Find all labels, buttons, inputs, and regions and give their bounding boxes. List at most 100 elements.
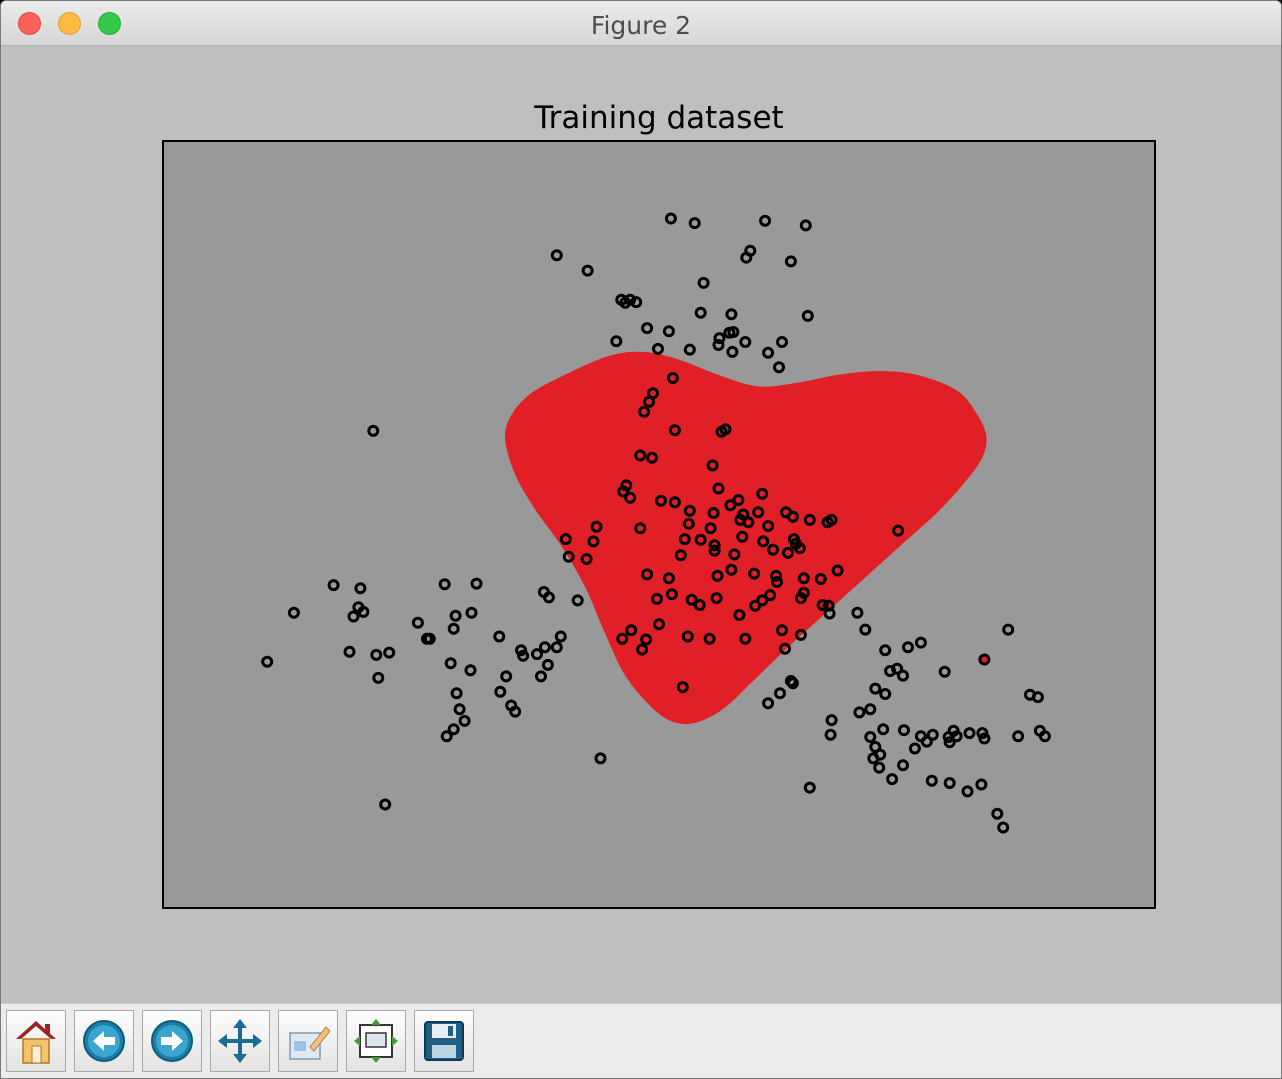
data-point (762, 346, 775, 359)
home-button[interactable] (6, 1010, 66, 1072)
data-point (651, 592, 663, 605)
data-point (449, 609, 462, 622)
data-point (624, 491, 637, 504)
zoom-rect-icon (289, 1026, 331, 1060)
data-point (825, 513, 838, 526)
data-point (859, 623, 872, 636)
data-point (914, 636, 927, 649)
data-point (950, 730, 963, 743)
data-point (562, 550, 575, 563)
data-point (638, 405, 651, 418)
data-point (824, 728, 837, 741)
data-point (535, 670, 547, 683)
data-point (542, 591, 555, 604)
data-point (742, 516, 755, 529)
minimize-window-button[interactable] (58, 12, 81, 35)
data-point (665, 588, 678, 601)
data-point (816, 599, 829, 611)
data-point (774, 687, 786, 700)
data-point (662, 572, 675, 585)
data-point (726, 345, 739, 358)
data-point (367, 424, 380, 437)
data-point (712, 339, 725, 351)
data-point (655, 494, 667, 507)
data-point (383, 646, 396, 659)
data-point (877, 723, 890, 736)
data-point (370, 648, 383, 661)
back-arrow-icon (83, 1020, 125, 1062)
navigation-toolbar (1, 1003, 1281, 1078)
data-point (864, 731, 877, 743)
data-point (646, 451, 659, 464)
data-point (423, 632, 436, 645)
data-point (610, 335, 623, 348)
data-point (892, 524, 905, 537)
data-point (630, 296, 643, 309)
data-point (494, 685, 507, 698)
data-point (674, 549, 687, 562)
data-point (739, 336, 752, 348)
data-point (447, 723, 460, 736)
scatter-plot[interactable] (1, 46, 1281, 1003)
title-bar[interactable]: Figure 2 (1, 1, 1281, 46)
figure-canvas[interactable]: Training dataset (1, 46, 1281, 1003)
data-point (580, 553, 593, 565)
data-point (897, 759, 909, 772)
pan-button[interactable] (210, 1010, 270, 1072)
data-point (801, 309, 814, 322)
forward-button[interactable] (142, 1010, 202, 1072)
data-point (641, 322, 654, 335)
data-point (688, 217, 701, 230)
data-point (641, 568, 654, 581)
data-point (531, 648, 543, 661)
data-point (694, 533, 707, 546)
data-point (825, 714, 838, 727)
data-point (767, 543, 780, 556)
data-point (464, 664, 477, 677)
data-point (509, 705, 522, 718)
data-point (693, 599, 706, 611)
data-point (723, 326, 736, 339)
data-point (550, 641, 563, 654)
data-point (724, 499, 737, 512)
data-point (697, 276, 710, 289)
data-point (776, 624, 788, 637)
data-point (814, 573, 827, 585)
close-window-button[interactable] (18, 12, 41, 35)
data-point (453, 703, 466, 716)
back-button[interactable] (74, 1010, 134, 1072)
data-point (759, 214, 772, 227)
data-point (867, 752, 880, 765)
data-point (438, 578, 451, 591)
data-point (343, 645, 356, 658)
data-point (991, 807, 1004, 820)
data-point (617, 485, 630, 498)
data-point (500, 670, 513, 683)
data-point (961, 785, 974, 798)
data-point (976, 727, 989, 740)
data-point (664, 212, 677, 225)
data-point (739, 632, 752, 645)
data-point (713, 332, 726, 345)
data-point (694, 306, 707, 319)
data-point (851, 606, 864, 619)
data-point (925, 774, 938, 787)
data-point (676, 681, 689, 694)
data-point (784, 255, 797, 268)
data-point (762, 697, 775, 710)
data-point (554, 630, 567, 643)
save-button[interactable] (414, 1010, 474, 1072)
data-point (708, 539, 721, 552)
zoom-button[interactable] (278, 1010, 338, 1072)
data-point (681, 630, 694, 643)
data-point (354, 582, 367, 595)
data-point (943, 777, 956, 789)
data-point (587, 535, 600, 548)
data-point (803, 781, 816, 794)
data-point (803, 513, 816, 526)
data-point (797, 572, 810, 585)
data-point (793, 542, 806, 555)
zoom-window-button[interactable] (98, 12, 121, 35)
subplots-button[interactable] (346, 1010, 406, 1072)
forward-arrow-icon (151, 1020, 193, 1062)
